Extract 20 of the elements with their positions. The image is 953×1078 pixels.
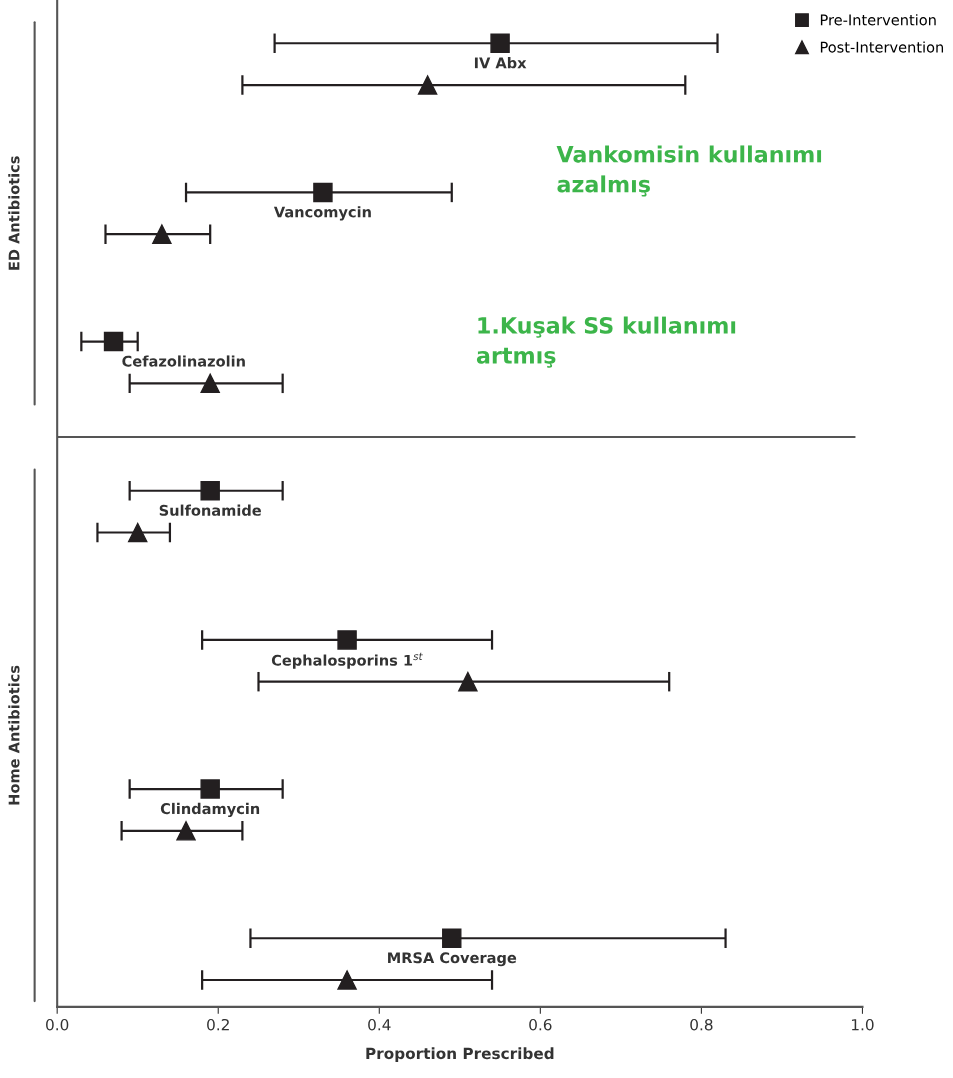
y-tick-label: Cefazolinazolin xyxy=(122,355,245,367)
y-tick-label: Sulfonamide xyxy=(159,504,261,516)
y-tick-label: Clindamycin xyxy=(160,802,260,818)
x-tick-label: 0.0 xyxy=(46,1018,69,1031)
y-tick-label: Vancomycin xyxy=(273,206,371,221)
annotation: Vankomisin kullanımı azalmış xyxy=(556,145,822,197)
x-tick-label: 0.4 xyxy=(368,1018,391,1031)
x-tick-label: 0.8 xyxy=(690,1018,713,1031)
y-tick-label: MRSA Coverage xyxy=(388,952,517,967)
y-tick-label: Cephalosporins 1$^{st}$ xyxy=(271,652,423,669)
legend-label: Pre-Intervention xyxy=(820,14,936,26)
x-tick-label: 1.0 xyxy=(851,1018,874,1031)
legend-label: Post-Intervention xyxy=(820,41,944,53)
x-axis-title: Proportion Prescribed xyxy=(366,1047,554,1063)
x-tick-label: 0.6 xyxy=(529,1018,552,1031)
text: ED Antibiotics xyxy=(8,156,20,270)
y-tick-label: IV Abx xyxy=(474,57,527,69)
annotation: 1.Kuşak SS kullanımı artmış xyxy=(476,316,736,368)
text: Home Antibiotics xyxy=(8,665,20,805)
x-tick-label: 0.2 xyxy=(207,1018,229,1031)
